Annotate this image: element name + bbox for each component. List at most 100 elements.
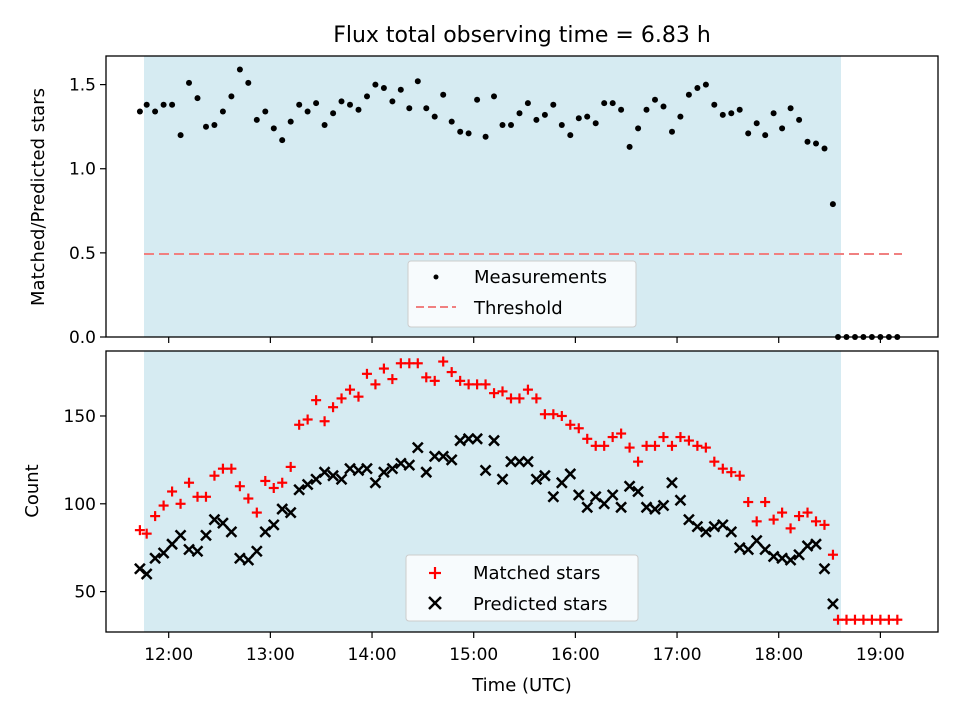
predicted-star-b bbox=[488, 434, 500, 447]
matched-star-point bbox=[717, 463, 728, 474]
predicted-star-b bbox=[632, 485, 644, 498]
x-tick-label: 12:00 bbox=[144, 645, 193, 665]
matched-star-point bbox=[892, 614, 903, 625]
predicted-star-point bbox=[699, 526, 712, 538]
predicted-star-point bbox=[276, 503, 289, 515]
measurement-point bbox=[431, 113, 438, 120]
predicted-star-point bbox=[606, 489, 619, 501]
predicted-star-b bbox=[233, 552, 246, 565]
predicted-star-point bbox=[640, 501, 653, 514]
predicted-star-point bbox=[547, 490, 560, 503]
top-y-tick-label: 0.0 bbox=[69, 328, 96, 348]
measurement-point bbox=[482, 133, 489, 140]
predicted-star-b bbox=[564, 468, 577, 480]
predicted-star-point bbox=[818, 562, 831, 575]
bottom-y-tick-label: 150 bbox=[64, 407, 96, 427]
matched-star-point bbox=[794, 511, 805, 522]
matched-star-point bbox=[150, 511, 161, 522]
bottom-y-axis-label: Count bbox=[22, 464, 43, 517]
top-legend: Measurements Threshold bbox=[407, 260, 637, 328]
predicted-star-b bbox=[555, 476, 568, 489]
matched-star-point bbox=[827, 549, 838, 560]
predicted-star-b bbox=[716, 518, 729, 531]
predicted-star-point bbox=[267, 518, 280, 531]
predicted-star-b bbox=[683, 513, 695, 526]
predicted-star-point bbox=[250, 545, 263, 558]
matched-star-point bbox=[311, 395, 322, 406]
measurement-point bbox=[660, 103, 667, 110]
matched-star-point bbox=[387, 374, 398, 385]
measurement-point bbox=[524, 100, 531, 107]
x-tick-label: 15:00 bbox=[449, 645, 498, 665]
predicted-star-b bbox=[276, 503, 289, 515]
matched-star-point bbox=[768, 514, 779, 525]
measurement-point bbox=[236, 66, 243, 73]
matched-star-point bbox=[209, 470, 220, 481]
matched-star-point bbox=[633, 456, 644, 467]
x-axis-label: Time (UTC) bbox=[471, 675, 572, 696]
predicted-star-b bbox=[691, 520, 704, 533]
matched-star-point bbox=[260, 475, 271, 486]
matched-star-point bbox=[866, 614, 877, 625]
matched-star-point bbox=[548, 409, 559, 420]
predicted-star-b bbox=[513, 455, 526, 468]
predicted-star-b bbox=[420, 466, 433, 479]
predicted-star-b bbox=[149, 552, 162, 565]
matched-star-point bbox=[480, 379, 491, 390]
predicted-star-point bbox=[733, 541, 746, 554]
measurement-point bbox=[702, 81, 709, 88]
measurement-point bbox=[491, 93, 497, 100]
predicted-star-point bbox=[200, 529, 212, 542]
predicted-star-points bbox=[134, 432, 839, 610]
bottom-y-tick-label: 100 bbox=[64, 495, 96, 515]
predicted-legend-marker bbox=[428, 596, 442, 610]
predicted-star-point bbox=[793, 548, 805, 561]
x-tick-label: 14:00 bbox=[348, 645, 397, 665]
predicted-star-b bbox=[479, 464, 492, 477]
matched-star-point bbox=[858, 614, 869, 625]
predicted-star-point bbox=[479, 464, 492, 477]
measurement-point bbox=[711, 101, 718, 108]
predicted-star-b bbox=[640, 501, 653, 514]
measurement-point bbox=[770, 110, 777, 117]
matched-star-point bbox=[489, 388, 500, 399]
matched-star-point bbox=[378, 363, 389, 374]
predicted-star-b bbox=[581, 501, 594, 514]
measurement-point bbox=[694, 85, 701, 91]
measurement-point bbox=[321, 122, 328, 128]
matched-star-point bbox=[268, 482, 279, 493]
predicted-star-b bbox=[301, 478, 314, 491]
matched-star-point bbox=[700, 442, 711, 453]
predicted-star-b bbox=[394, 457, 407, 470]
predicted-star-b bbox=[742, 543, 755, 556]
matched-star-point bbox=[819, 519, 830, 530]
matched-legend-marker bbox=[429, 567, 441, 579]
x-tick-label: 18:00 bbox=[754, 645, 803, 665]
predicted-star-b bbox=[462, 432, 475, 445]
matched-star-point bbox=[226, 463, 237, 474]
measurement-point bbox=[245, 79, 252, 86]
bottom-axes-frame bbox=[105, 350, 939, 633]
predicted-star-point bbox=[183, 543, 195, 556]
predicted-star-point bbox=[530, 473, 543, 486]
measurement-point bbox=[677, 113, 684, 120]
measurement-point bbox=[287, 118, 294, 125]
matched-star-point bbox=[167, 486, 178, 497]
measurement-point bbox=[745, 130, 752, 137]
predicted-star-b bbox=[191, 545, 204, 558]
predicted-star-b bbox=[598, 497, 611, 510]
measurement-point bbox=[787, 105, 794, 112]
predicted-star-b bbox=[267, 518, 280, 531]
measurement-point bbox=[516, 110, 523, 117]
predicted-star-b bbox=[386, 462, 399, 475]
predicted-star-b bbox=[411, 441, 424, 454]
matched-star-point bbox=[200, 491, 211, 502]
matched-star-point bbox=[573, 423, 584, 434]
measurement-point bbox=[592, 120, 599, 127]
measurement-point bbox=[736, 106, 743, 113]
predicted-star-b bbox=[589, 490, 602, 503]
measurement-point bbox=[728, 110, 735, 117]
top-y-tick-label: 1.0 bbox=[69, 160, 96, 180]
measurement-point bbox=[804, 138, 811, 145]
